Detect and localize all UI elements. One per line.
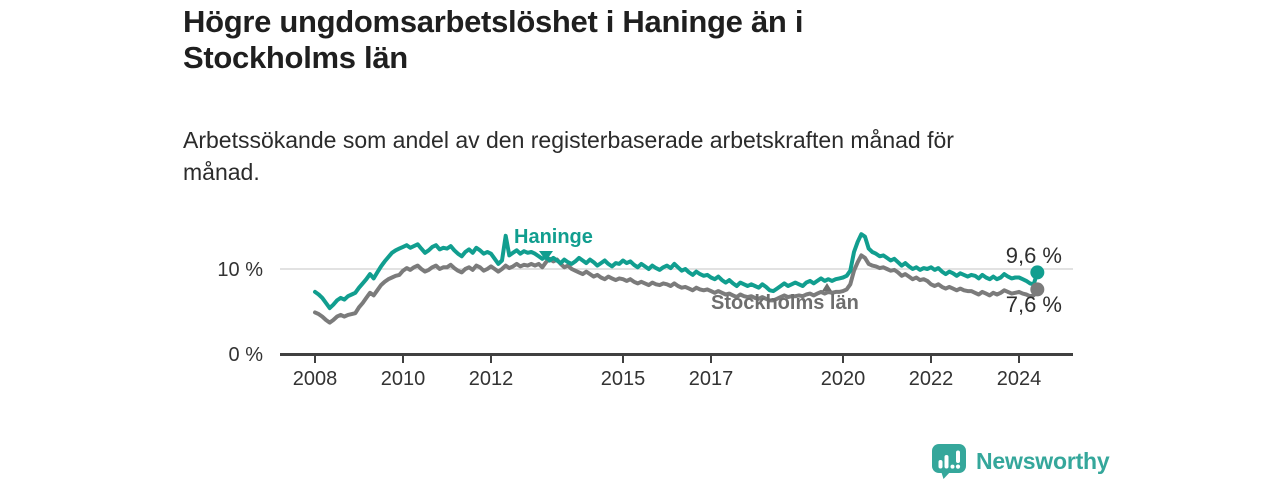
y-tick-label-10: 10 % xyxy=(217,259,263,281)
end-value-haninge: 9,6 % xyxy=(1005,243,1062,268)
chart-subtitle: Arbetssökande som andel av den registerb… xyxy=(183,124,1063,188)
x-tick-label-2015: 2015 xyxy=(601,368,646,390)
title-line-2: Stockholms län xyxy=(183,40,408,75)
title-line-1: Högre ungdomsarbetslöshet i Haninge än i xyxy=(183,4,804,39)
series-label-haninge: Haninge xyxy=(514,226,593,248)
stockholms-l-n-end-dot xyxy=(1030,282,1045,297)
stockholms-l-n-line xyxy=(313,253,1040,325)
x-tick-label-2020: 2020 xyxy=(821,368,866,390)
subtitle-line-1: Arbetssökande som andel av den registerb… xyxy=(183,127,954,153)
newsworthy-logo-icon xyxy=(932,444,966,479)
x-tick-label-2010: 2010 xyxy=(381,368,426,390)
page-title: Högre ungdomsarbetslöshet i Haninge än i… xyxy=(183,4,963,76)
y-tick-label-0: 0 % xyxy=(229,344,264,366)
haninge-end-dot xyxy=(1030,265,1045,280)
x-tick-label-2017: 2017 xyxy=(689,368,734,390)
newsworthy-logo-text: Newsworthy xyxy=(976,447,1110,474)
x-tick-label-2012: 2012 xyxy=(469,368,514,390)
end-value-stockholms-lan: 7,6 % xyxy=(1005,292,1062,317)
series-label-stockholms-lan: Stockholms län xyxy=(711,292,859,314)
x-tick-label-2022: 2022 xyxy=(909,368,954,390)
subtitle-line-2: månad. xyxy=(183,159,260,185)
haninge-pointer-icon xyxy=(539,251,553,261)
stockholms-lan-pointer-icon xyxy=(822,283,832,291)
newsworthy-logo-link[interactable]: Newsworthy xyxy=(931,443,1110,479)
x-tick-label-2024: 2024 xyxy=(997,368,1042,390)
x-tick-label-2008: 2008 xyxy=(293,368,338,390)
haninge-line xyxy=(313,232,1040,311)
